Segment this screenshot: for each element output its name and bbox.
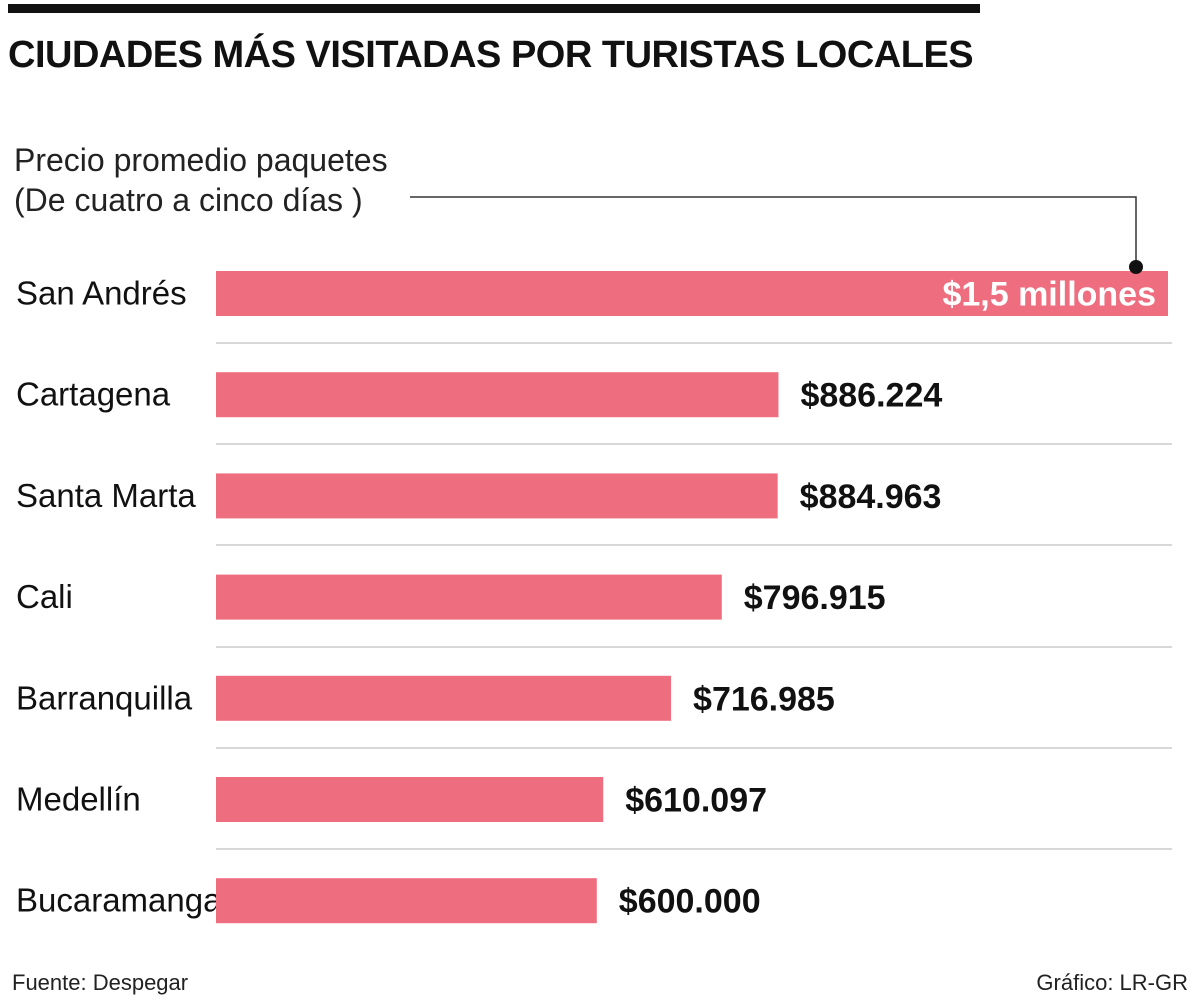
leader-dot: [1129, 260, 1143, 274]
leader-line: [410, 196, 1137, 267]
chart-subtitle: Precio promedio paquetes (De cuatro a ci…: [14, 140, 388, 220]
category-label: Medellín: [16, 781, 141, 818]
bar: [216, 675, 672, 721]
bar: [216, 372, 779, 418]
graphic-credit: Gráfico: LR-GR: [1036, 970, 1188, 995]
bar: [216, 271, 1168, 316]
bar: [216, 473, 778, 519]
subtitle-line-1: Precio promedio paquetes: [14, 142, 388, 178]
source-note: Fuente: Despegar: [12, 970, 189, 995]
data-label: $1,5 millones: [942, 276, 1156, 314]
category-label: San Andrés: [16, 275, 187, 312]
bar-chart: San Andrés $1,5 millones Cartagena $886.224…: [16, 196, 1172, 924]
bar: [216, 878, 597, 924]
data-label: $884.963: [800, 478, 942, 516]
category-label: Santa Marta: [16, 477, 196, 514]
data-label: $716.985: [693, 680, 835, 718]
chart-title: CIUDADES MÁS VISITADAS POR TURISTAS LOCA…: [8, 34, 974, 76]
category-label: Bucaramanga: [16, 882, 222, 919]
bar: [216, 574, 722, 620]
bar: [216, 777, 604, 822]
subtitle-line-2: (De cuatro a cinco días ): [14, 182, 363, 218]
data-label: $610.097: [625, 782, 767, 820]
category-label: Barranquilla: [16, 679, 193, 716]
data-label: $600.000: [619, 883, 761, 921]
data-label: $886.224: [800, 377, 942, 415]
category-label: Cartagena: [16, 376, 171, 413]
category-label: Cali: [16, 578, 73, 615]
data-label: $796.915: [744, 579, 886, 617]
top-rule: [8, 4, 980, 13]
